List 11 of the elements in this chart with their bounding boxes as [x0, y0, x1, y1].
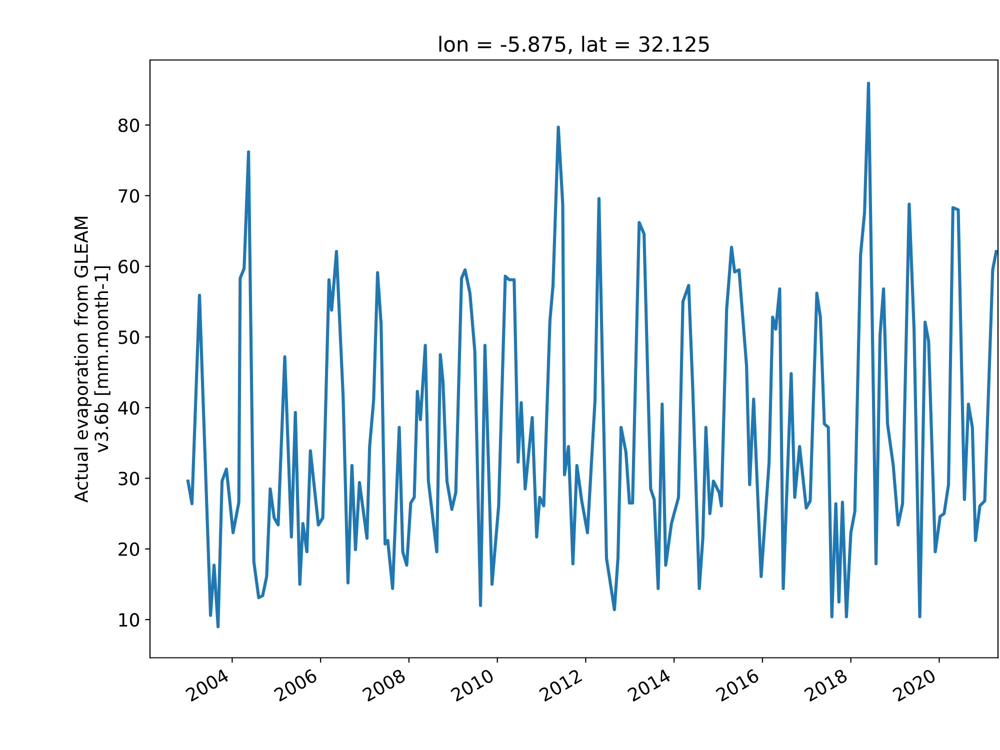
y-tick-label: 70 [118, 189, 140, 203]
y-axis-title: Actual evaporation from GLEAM v3.6b [mm.month-1] [74, 216, 110, 503]
y-tick-label: 30 [118, 472, 140, 486]
line-series [186, 82, 998, 628]
y-tick-label: 60 [118, 260, 140, 274]
y-tick-label: 20 [118, 542, 140, 556]
y-tick-label: 80 [118, 118, 140, 132]
y-tick-label: 10 [119, 613, 140, 627]
y-tick-label: 40 [118, 401, 140, 415]
chart-title: lon = -5.875, lat = 32.125 [439, 36, 709, 54]
y-tick-label: 50 [118, 330, 140, 344]
